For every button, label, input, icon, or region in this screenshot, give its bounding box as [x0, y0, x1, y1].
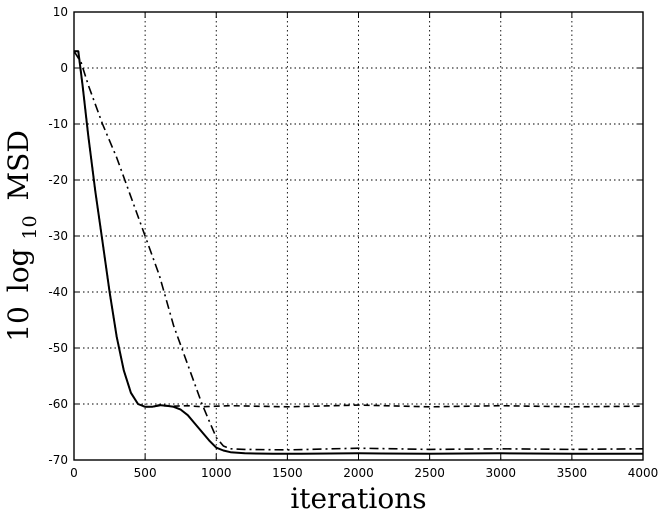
y-axis-label-subscript: 10 — [19, 215, 41, 239]
y-tick-label: -10 — [48, 117, 68, 131]
y-tick-label: -70 — [48, 453, 68, 467]
y-axis-label-log: log — [2, 248, 35, 292]
x-tick-label: 0 — [70, 466, 78, 480]
y-tick-label: -60 — [48, 397, 68, 411]
grid-lines — [74, 12, 643, 460]
y-axis-label-suffix: MSD — [2, 130, 35, 200]
x-tick-label: 4000 — [628, 466, 659, 480]
x-tick-label: 3500 — [557, 466, 588, 480]
x-axis-label: iterations — [290, 482, 426, 515]
y-tick-label: 10 — [53, 5, 68, 19]
x-tick-label: 2500 — [414, 466, 445, 480]
y-tick-label: -20 — [48, 173, 68, 187]
y-tick-label: 0 — [60, 61, 68, 75]
y-axis-label-prefix: 10 — [2, 306, 35, 342]
y-tick-label: -30 — [48, 229, 68, 243]
x-tick-label: 3000 — [485, 466, 516, 480]
axis-ticks: 0 500 1000 1500 2000 2500 3000 3500 4000 -70 -60 -5… — [48, 5, 658, 480]
y-tick-label: -50 — [48, 341, 68, 355]
series-line-dashdot — [73, 50, 644, 451]
y-axis-label: 10 log 10 MSD — [2, 130, 43, 342]
x-tick-label: 500 — [134, 466, 157, 480]
x-tick-label: 2000 — [343, 466, 374, 480]
x-tick-label: 1000 — [201, 466, 232, 480]
series-line-dashed — [74, 50, 644, 408]
series-lines — [73, 50, 644, 455]
y-tick-label: -40 — [48, 285, 68, 299]
x-tick-label: 1500 — [272, 466, 303, 480]
